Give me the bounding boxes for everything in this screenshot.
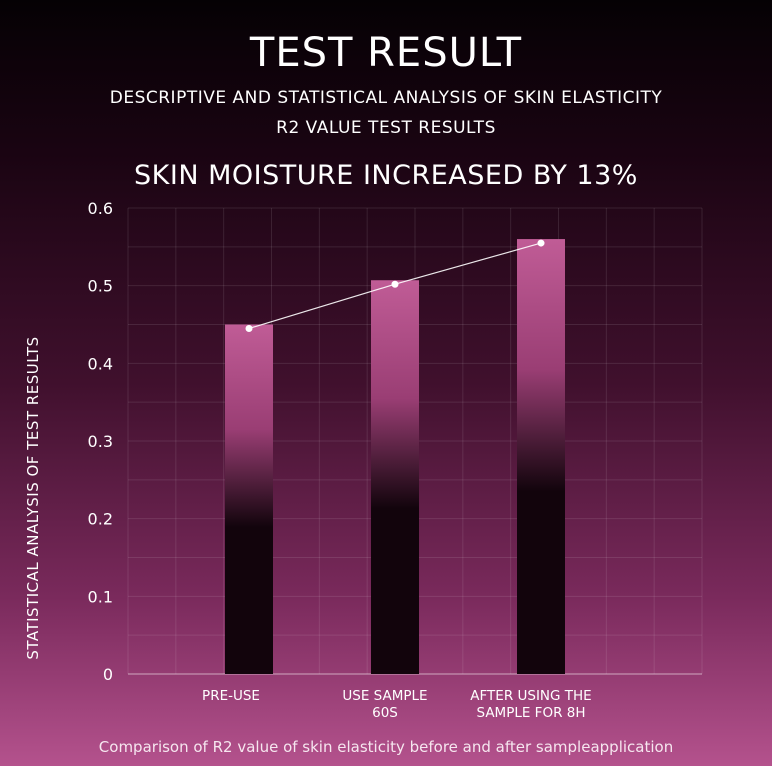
x-category-label: USE SAMPLE 60S <box>342 688 427 721</box>
y-tick-label: 0 <box>103 665 113 684</box>
y-tick-label: 0.3 <box>88 432 113 451</box>
chart-caption: Comparison of R2 value of skin elasticit… <box>98 738 674 756</box>
trend-point <box>391 280 399 288</box>
chart-subtitle-line-1: DESCRIPTIVE AND STATISTICAL ANALYSIS OF … <box>109 88 663 108</box>
trend-point <box>537 239 545 247</box>
chart-headline: SKIN MOISTURE INCREASED BY 13% <box>134 160 638 191</box>
x-axis-categories: PRE-USE USE SAMPLE 60S AFTER USING THE SAMPL… <box>202 688 592 721</box>
chart-subtitle-line-2: R2 VALUE TEST RESULTS <box>276 118 496 138</box>
y-tick-label: 0.2 <box>88 510 113 529</box>
y-tick-label: 0.1 <box>88 587 113 606</box>
x-category-label: PRE-USE <box>202 688 260 704</box>
x-category-label: AFTER USING THE SAMPLE FOR 8H <box>470 688 591 721</box>
trend-line <box>245 239 545 332</box>
y-tick-label: 0.4 <box>88 354 113 373</box>
y-tick-label: 0.6 <box>88 199 113 218</box>
trend-point <box>245 325 253 332</box>
bar <box>371 280 419 674</box>
y-axis-ticks: 0 0.1 0.2 0.3 0.4 0.5 0.6 <box>88 199 113 684</box>
bar <box>517 239 565 675</box>
chart-title: TEST RESULT <box>249 30 523 76</box>
bar <box>225 324 273 674</box>
y-tick-label: 0.5 <box>88 277 113 296</box>
bars <box>225 239 565 675</box>
